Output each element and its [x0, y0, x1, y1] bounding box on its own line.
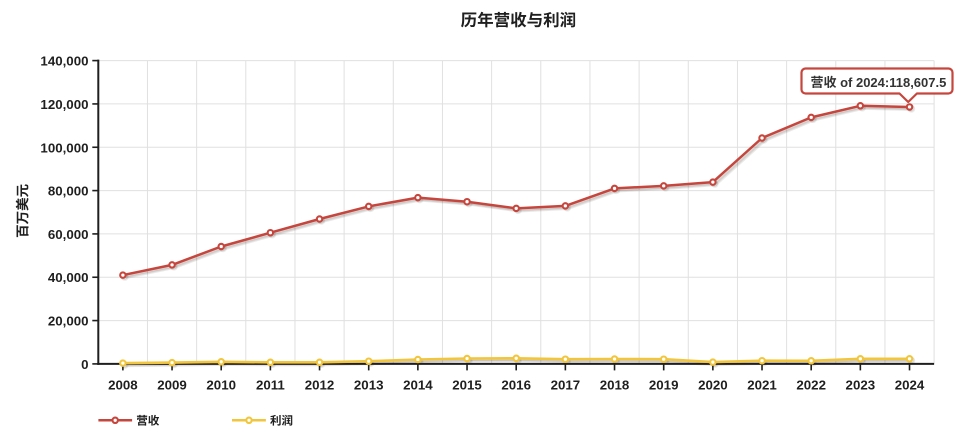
svg-text:2013: 2013	[354, 378, 384, 393]
svg-text:2016: 2016	[501, 378, 531, 393]
svg-text:2009: 2009	[157, 378, 187, 393]
svg-text:of 2024:118,607.5: of 2024:118,607.5	[840, 75, 946, 90]
svg-text:60,000: 60,000	[48, 227, 89, 242]
svg-text:2020: 2020	[698, 378, 728, 393]
svg-text:2012: 2012	[305, 378, 335, 393]
svg-text:140,000: 140,000	[40, 54, 88, 69]
svg-text:2018: 2018	[600, 378, 630, 393]
svg-text:2021: 2021	[747, 378, 777, 393]
svg-text:120,000: 120,000	[40, 97, 88, 112]
svg-text:2010: 2010	[206, 378, 236, 393]
svg-text:40,000: 40,000	[48, 270, 89, 285]
svg-text:2014: 2014	[403, 378, 433, 393]
svg-text:100,000: 100,000	[40, 140, 88, 155]
svg-text:2008: 2008	[108, 378, 138, 393]
svg-text:0: 0	[81, 357, 88, 372]
svg-text:2015: 2015	[452, 378, 482, 393]
svg-text:80,000: 80,000	[48, 184, 89, 199]
svg-text:2017: 2017	[551, 378, 581, 393]
svg-text:2019: 2019	[649, 378, 679, 393]
svg-text:2024: 2024	[895, 378, 925, 393]
svg-text:20,000: 20,000	[48, 314, 89, 329]
svg-text:2022: 2022	[796, 378, 826, 393]
svg-text:2011: 2011	[256, 378, 285, 393]
svg-text:2023: 2023	[846, 378, 876, 393]
